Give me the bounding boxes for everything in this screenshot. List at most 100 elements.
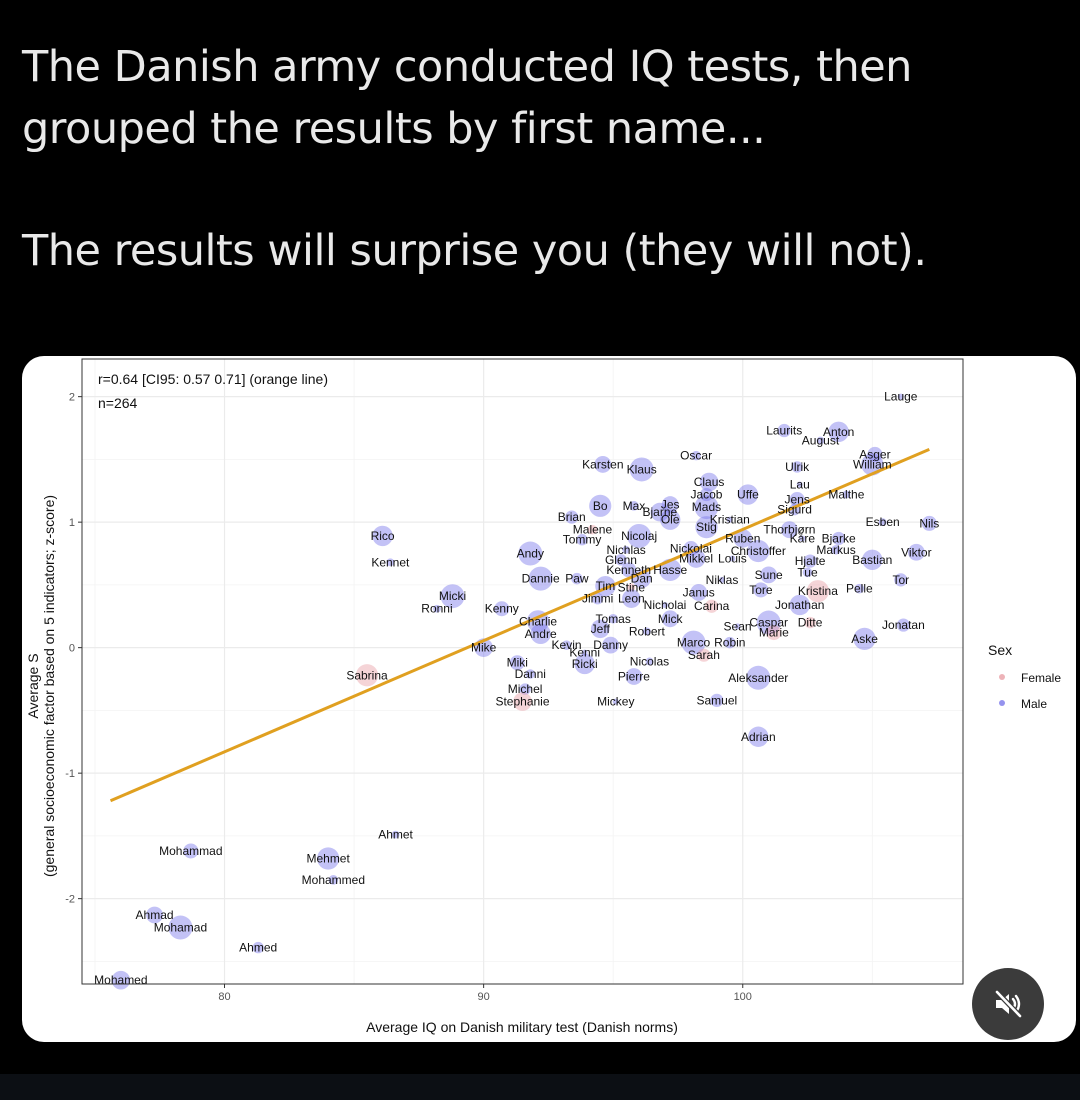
data-point [111,970,131,990]
point-label: Mick [658,612,684,626]
data-point [629,501,639,511]
data-point [789,594,810,616]
point-label: Brian [558,510,586,524]
data-point [661,496,679,513]
point-label: Mohammad [159,844,222,858]
data-point [796,481,803,488]
data-point [705,599,719,613]
data-point [690,584,708,601]
point-label: Aske [851,632,878,646]
data-point [372,525,393,547]
data-point [780,521,798,539]
data-point [853,627,876,650]
point-label: Ronni [421,602,452,616]
point-label: Jes [661,498,680,512]
data-point [591,593,604,605]
point-label: August [802,434,840,448]
data-point [686,549,706,568]
point-label: Miki [507,656,528,670]
point-label: Kevin [552,638,582,652]
chart-annotation-r: r=0.64 [CI95: 0.57 0.71] (orange line) [98,371,328,387]
point-label: Danni [515,667,546,681]
data-point [897,393,904,400]
data-point [530,623,551,645]
data-point [183,843,199,859]
data-point [608,613,618,624]
data-point [629,457,654,482]
x-tick-label: 80 [218,991,230,1003]
point-label: Stig [696,520,717,534]
point-label: Mohamad [154,921,207,935]
data-point [662,601,669,608]
point-label: Nichlas [606,543,645,557]
point-label: Jens [784,493,809,507]
point-label: Samuel [696,693,737,707]
point-label: Dan [631,572,653,586]
data-point [867,446,883,462]
point-label: Christoffer [731,544,786,558]
point-label: Robin [714,636,745,650]
x-axis-title: Average IQ on Danish military test (Dani… [366,1019,678,1035]
data-point [627,583,636,592]
point-label: Bjarne [642,505,677,519]
data-point [581,649,588,656]
data-point [695,516,718,539]
data-point [627,523,652,548]
data-point [734,623,741,630]
point-label: Tue [797,565,818,579]
point-label: Bo [593,499,608,513]
media-card[interactable]: Lauge Laurits Anton August Asger William Oscar… [22,356,1076,1042]
data-point [494,601,510,617]
data-point [594,456,612,473]
point-label: Micki [439,589,466,603]
point-label: Sune [755,568,783,582]
data-point [590,619,610,639]
data-point [355,664,379,687]
y-tick-label: 1 [69,517,75,529]
data-point [691,450,701,461]
point-label: Rico [371,529,395,543]
point-label: Hjalte [795,554,826,568]
point-label: Asger [859,447,890,461]
point-label: Jacob [690,488,722,502]
point-label: Karsten [582,457,623,471]
point-label: Ahmed [239,941,277,955]
point-label: Oscar [680,449,712,463]
point-label: Leon [618,592,645,606]
data-point [574,653,595,675]
data-point [896,618,911,632]
point-label: Tore [749,583,773,597]
mute-button[interactable] [972,968,1044,1040]
point-label: Tommy [563,533,602,547]
point-label: Tim [596,579,616,593]
point-label: Janus [683,585,715,599]
data-point [612,698,619,705]
y-tick-label: -2 [65,894,75,906]
y-axis-title: Average S [25,653,41,718]
data-point [561,640,572,650]
point-label: Esben [866,515,900,529]
point-label: Viktor [901,545,931,559]
legend-female-label: Female [1021,671,1061,685]
point-label: Aleksander [728,671,788,685]
y-tick-label: -1 [65,768,75,780]
data-point [878,518,887,527]
data-point [168,915,193,940]
point-label: Bjarke [822,531,856,545]
point-label: Niklas [706,573,739,587]
data-point [645,657,654,666]
data-point [528,566,553,591]
data-point [525,669,536,679]
data-point [650,502,670,522]
data-point [661,610,679,628]
data-point [565,510,579,524]
legend-title: Sex [988,642,1012,658]
point-label: Kennet [371,555,410,569]
legend-female-marker [999,674,1005,680]
data-point [699,487,714,502]
data-point [642,627,651,636]
data-point [659,509,681,530]
point-label: Caspar [749,616,788,630]
post-text: The Danish army conducted IQ tests, then… [22,36,1052,282]
